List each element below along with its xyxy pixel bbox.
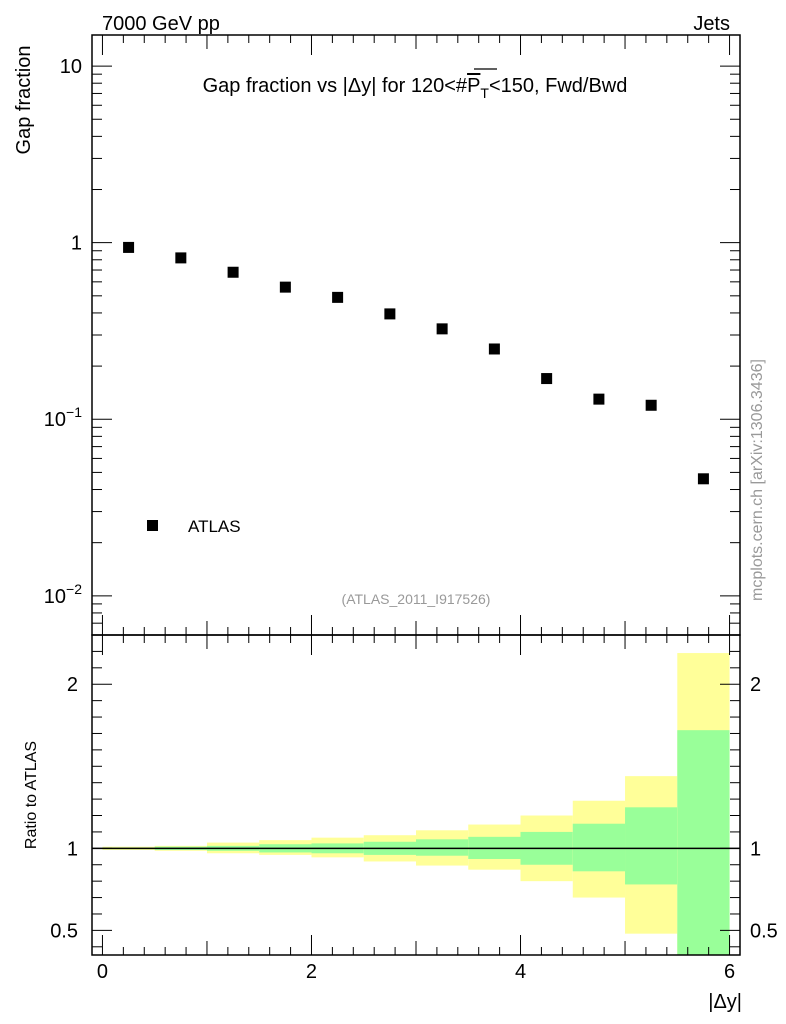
ratio-ylabel: Ratio to ATLAS	[23, 741, 40, 849]
data-point	[593, 393, 605, 405]
y-tick-label: 10−2	[44, 581, 82, 608]
data-point	[227, 266, 239, 278]
legend-marker	[147, 520, 158, 531]
main-frame	[91, 34, 741, 636]
main-y-ticks: 10 1 10−1 10−2	[44, 56, 740, 636]
main-ylabel: Gap fraction	[13, 46, 35, 155]
main-panel: 10 1 10−1 10−2 Gap fraction vs |Δy| for 120…	[13, 34, 741, 636]
header-right: Jets	[693, 13, 730, 35]
ratio-frame	[91, 634, 741, 956]
ratio-y-ticks: 0.5 0.5 1 1 2 2	[50, 634, 778, 948]
ratio-y-tick-label-left: 2	[67, 674, 78, 696]
chart-title: Gap fraction vs |Δy| for 120<#PT<150, Fw…	[203, 75, 628, 101]
data-point	[332, 291, 344, 303]
data-point	[384, 308, 396, 320]
data-point	[436, 323, 448, 335]
legend-label: ATLAS	[188, 517, 241, 536]
ratio-y-tick-label-left: 0.5	[50, 920, 78, 942]
green-band-bin	[625, 807, 678, 885]
data-point	[123, 241, 135, 253]
data-point	[279, 281, 291, 293]
data-point	[645, 399, 657, 411]
data-point	[175, 252, 187, 264]
ratio-x-ticks: 0 2 4 6	[97, 635, 735, 983]
ratio-y-tick-label-right: 0.5	[750, 920, 778, 942]
x-tick-label: 2	[306, 961, 317, 983]
data-point	[697, 473, 709, 485]
y-tick-label: 1	[71, 233, 82, 255]
x-tick-label: 6	[724, 961, 735, 983]
side-label: mcplots.cern.ch [arXiv:1306.3436]	[749, 359, 766, 601]
ratio-y-tick-label-right: 2	[750, 674, 761, 696]
ratio-y-tick-label-right: 1	[750, 838, 761, 860]
ratio-panel: 0.5 0.5 1 1 2 2 0 2 4 6 Ratio to ATLAS |Δy|	[23, 634, 778, 1013]
ratio-bands	[102, 653, 730, 955]
analysis-tag: (ATLAS_2011_I917526)	[342, 591, 491, 607]
data-point	[541, 373, 553, 385]
y-tick-label: 10−1	[44, 404, 82, 431]
ratio-y-tick-label-left: 1	[67, 838, 78, 860]
main-x-ticks	[101, 35, 731, 635]
header-left: 7000 GeV pp	[102, 13, 220, 35]
green-band-bin	[677, 730, 730, 955]
data-points	[123, 241, 709, 485]
data-point	[488, 343, 500, 355]
green-band-bin	[416, 839, 469, 856]
x-tick-label: 4	[515, 961, 526, 983]
y-tick-label: 10	[60, 56, 82, 78]
green-band-bin	[572, 823, 626, 872]
ratio-xlabel: |Δy|	[708, 991, 742, 1013]
x-tick-label: 0	[97, 961, 108, 983]
